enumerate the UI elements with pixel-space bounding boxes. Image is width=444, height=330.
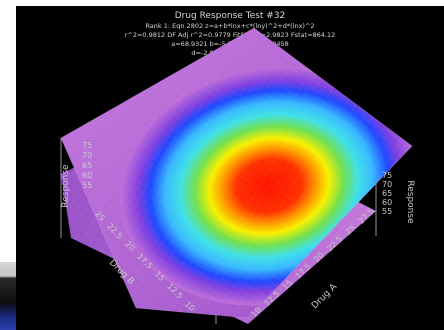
right-z-tick-1: 70 xyxy=(382,180,392,189)
header-line-1: Rank 1: Eqn 2802 z=a+b*lnx+c*(lny)^2+d*(… xyxy=(145,22,314,30)
plot-frame: Drug Response Test #32 Rank 1: Eqn 2802 … xyxy=(16,6,444,330)
surface-chart: Drug Response Test #32 Rank 1: Eqn 2802 … xyxy=(60,11,415,324)
z-tick-4: 55 xyxy=(82,181,92,190)
z-tick-3: 60 xyxy=(82,171,92,180)
header-line-2: r^2=0.9812 DF Adj r^2=0.9779 FitStdErr=2… xyxy=(125,31,336,39)
z-axis-label: Response xyxy=(61,164,71,208)
upper-surface-outline xyxy=(60,27,413,319)
z-tick-1: 70 xyxy=(82,151,92,160)
right-z-tick-0: 75 xyxy=(382,171,392,180)
right-z-tick-4: 55 xyxy=(382,207,392,216)
chart-title: Drug Response Test #32 xyxy=(175,11,286,21)
z-tick-2: 65 xyxy=(82,161,92,170)
right-z-axis-label: Response xyxy=(405,180,415,224)
right-z-tick-3: 60 xyxy=(382,198,392,207)
drug-a-axis-label: Drug A xyxy=(310,281,340,311)
z-tick-0: 75 xyxy=(82,141,92,150)
right-z-tick-2: 65 xyxy=(382,189,392,198)
